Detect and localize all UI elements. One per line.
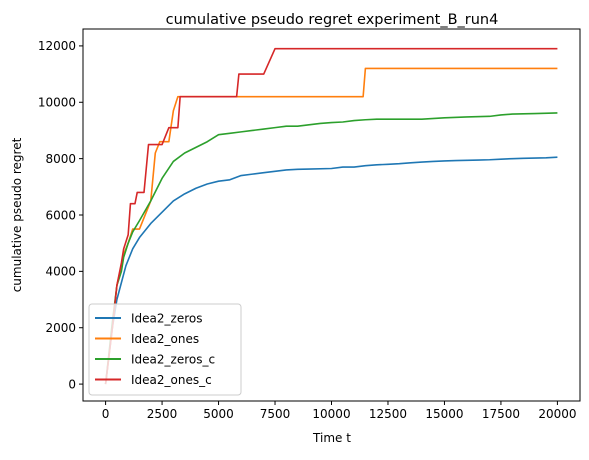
y-tick-label: 10000 [38, 96, 76, 110]
x-tick-label: 17500 [482, 407, 520, 421]
legend-box [88, 303, 242, 396]
legend-label: Idea2_ones [131, 332, 199, 346]
x-tick-label: 2500 [147, 407, 178, 421]
y-tick-label: 8000 [45, 152, 76, 166]
x-tick-label: 20000 [538, 407, 576, 421]
y-tick-label: 2000 [45, 321, 76, 335]
y-tick-label: 12000 [38, 39, 76, 53]
x-tick-label: 0 [102, 407, 110, 421]
x-axis-label: Time t [312, 431, 351, 445]
y-tick-label: 4000 [45, 265, 76, 279]
chart-title: cumulative pseudo regret experiment_B_ru… [166, 12, 499, 28]
x-tick-label: 7500 [260, 407, 291, 421]
x-axis-ticks: 0 2500 5000 7500 10000 12500 15000 17500 20000 [102, 401, 577, 421]
series-line-4 [104, 47, 558, 385]
x-tick-label: 5000 [203, 407, 234, 421]
legend-label: Idea2_ones_c [131, 373, 212, 387]
series-line-3 [104, 112, 558, 385]
x-tick-label: 12500 [369, 407, 407, 421]
y-axis-ticks: 0 2000 4000 6000 8000 10000 12000 [38, 39, 83, 391]
y-tick-label: 6000 [45, 208, 76, 222]
legend-label: Idea2_zeros [131, 311, 202, 325]
series-layer [104, 47, 558, 385]
legend: Idea2_zeros Idea2_ones Idea2_zeros_c Idea2_… [88, 303, 242, 396]
y-axis-label: cumulative pseudo regret [10, 137, 24, 292]
y-tick-label: 0 [68, 377, 76, 391]
series-line-1 [104, 156, 558, 385]
legend-label: Idea2_zeros_c [131, 352, 215, 366]
x-tick-label: 15000 [425, 407, 463, 421]
x-tick-label: 10000 [312, 407, 350, 421]
